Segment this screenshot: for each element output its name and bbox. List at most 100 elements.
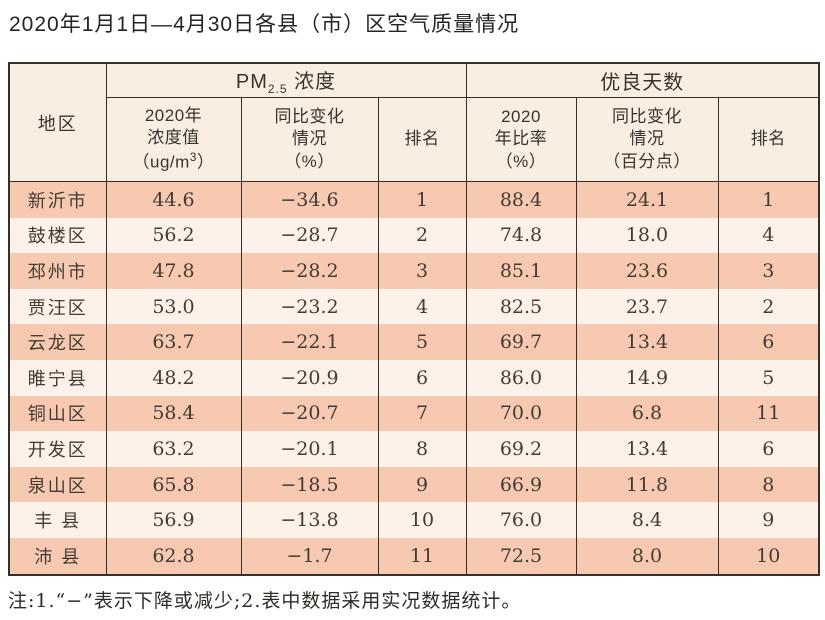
- good-ratio-cell: 69.7: [465, 324, 577, 360]
- pm-value-cell: 58.4: [105, 395, 242, 432]
- good-change-cell: 8.4: [575, 502, 719, 538]
- pm-value-cell: 44.6: [105, 181, 242, 218]
- pm-value-cell: 53.0: [105, 288, 242, 325]
- column-header-pm-value: 2020年 浓度值 （ug/m3）: [105, 97, 242, 182]
- pm-rank-cell: 9: [377, 466, 467, 503]
- pm-change-cell: −1.7: [240, 537, 379, 575]
- good-change-cell: 24.1: [575, 181, 719, 218]
- pm-rank-cell: 10: [377, 502, 467, 538]
- pm-change-cell: −23.2: [240, 288, 379, 325]
- good-change-header-line1: 同比变化: [612, 106, 682, 126]
- table-row: 开发区 63.2 −20.1 8 69.2 13.4 6: [8, 431, 820, 467]
- pm25-label-prefix: PM: [235, 71, 268, 93]
- column-header-pm-change: 同比变化 情况 （%）: [240, 97, 379, 182]
- pm-value-cell: 56.2: [105, 217, 242, 254]
- good-ratio-cell: 85.1: [465, 253, 577, 289]
- good-ratio-cell: 66.9: [465, 466, 577, 503]
- pm-value-cell: 48.2: [105, 359, 242, 396]
- pm-change-cell: −20.9: [240, 359, 379, 396]
- column-header-pm-rank: 排名: [377, 97, 467, 182]
- pm-change-cell: −20.7: [240, 395, 379, 432]
- pm-rank-cell: 7: [377, 395, 467, 432]
- region-cell: 沛 县: [8, 537, 107, 575]
- good-rank-cell: 10: [717, 537, 820, 575]
- region-cell: 铜山区: [8, 395, 107, 432]
- table-row: 泉山区 65.8 −18.5 9 66.9 11.8 8: [8, 466, 820, 503]
- region-cell: 鼓楼区: [8, 217, 107, 254]
- sub-header-row: 2020年 浓度值 （ug/m3） 同比变化 情况 （%） 排名 2020 年比…: [9, 97, 820, 182]
- pm-value-unit-superscript: 3: [189, 149, 197, 164]
- good-rank-cell: 5: [717, 359, 820, 396]
- pm-change-header-line1: 同比变化: [274, 106, 345, 126]
- pm-value-cell: 62.8: [105, 537, 242, 575]
- group-header-row: 地区 PM2.5 浓度 优良天数: [8, 62, 820, 182]
- pm-change-cell: −28.2: [240, 253, 379, 289]
- table-row: 云龙区 63.7 −22.1 5 69.7 13.4 6: [8, 324, 820, 360]
- table-row: 丰 县 56.9 −13.8 10 76.0 8.4 9: [8, 502, 820, 538]
- pm-change-cell: −34.6: [240, 181, 379, 218]
- pm-change-cell: −13.8: [240, 502, 379, 538]
- pm-rank-cell: 1: [377, 181, 467, 218]
- good-ratio-cell: 69.2: [465, 431, 577, 467]
- pm-rank-cell: 8: [377, 431, 467, 467]
- footnote: 注:1.“−”表示下降或减少;2.表中数据采用实况数据统计。: [8, 590, 522, 612]
- pm-value-header-line1: 2020年: [144, 106, 203, 126]
- pm-change-cell: −18.5: [240, 466, 379, 503]
- table-row: 睢宁县 48.2 −20.9 6 86.0 14.9 5: [8, 359, 820, 396]
- region-cell: 新沂市: [8, 181, 107, 218]
- table-row: 铜山区 58.4 −20.7 7 70.0 6.8 11: [8, 395, 820, 432]
- good-ratio-cell: 76.0: [465, 502, 577, 538]
- pm25-subscript: 2.5: [267, 82, 288, 96]
- pm-rank-cell: 5: [377, 324, 467, 360]
- pm-rank-cell: 3: [377, 253, 467, 289]
- pm-change-header-line2: 情况: [292, 129, 327, 149]
- page-title: 2020年1月1日—4月30日各县（市）区空气质量情况: [9, 13, 520, 36]
- pm-change-cell: −28.7: [240, 217, 379, 254]
- pm-value-header-line2: 浓度值: [147, 128, 200, 148]
- good-rank-cell: 4: [717, 217, 820, 254]
- table-row: 新沂市 44.6 −34.6 1 88.4 24.1 1: [8, 181, 820, 218]
- pm-rank-cell: 11: [377, 537, 467, 575]
- good-change-cell: 6.8: [575, 395, 719, 432]
- table-body: 新沂市 44.6 −34.6 1 88.4 24.1 1 鼓楼区 56.2 −2…: [8, 181, 820, 575]
- good-change-cell: 11.8: [575, 466, 719, 503]
- pm25-label-suffix: 浓度: [287, 71, 337, 93]
- column-header-good-change: 同比变化 情况 （百分点）: [575, 97, 719, 182]
- good-ratio-cell: 82.5: [465, 288, 577, 325]
- pm-change-cell: −22.1: [240, 324, 379, 360]
- pm-change-cell: −20.1: [240, 431, 379, 467]
- pm-value-cell: 65.8: [105, 466, 242, 503]
- group-header-good-days: 优良天数: [465, 62, 820, 98]
- good-ratio-header-line1: 2020: [501, 106, 541, 126]
- pm-value-cell: 63.7: [105, 324, 242, 360]
- region-cell: 邳州市: [8, 253, 107, 289]
- good-rank-cell: 6: [717, 431, 820, 467]
- good-change-cell: 13.4: [575, 431, 719, 467]
- region-cell: 开发区: [8, 431, 107, 467]
- good-ratio-cell: 70.0: [465, 395, 577, 432]
- good-rank-cell: 2: [717, 288, 820, 325]
- good-rank-cell: 6: [717, 324, 820, 360]
- table-row: 贾汪区 53.0 −23.2 4 82.5 23.7 2: [8, 288, 820, 325]
- good-change-cell: 23.7: [575, 288, 719, 325]
- table-row: 沛 县 62.8 −1.7 11 72.5 8.0 10: [8, 537, 820, 575]
- pm-rank-cell: 4: [377, 288, 467, 325]
- pm-value-unit-prefix: （ug/m: [132, 152, 190, 172]
- good-change-cell: 8.0: [575, 537, 719, 575]
- good-rank-cell: 11: [717, 395, 820, 432]
- table-header: 地区 PM2.5 浓度 优良天数 2020年 浓度值 （ug/m3） 同比变化 …: [8, 62, 820, 182]
- pm-rank-cell: 6: [377, 359, 467, 396]
- region-cell: 睢宁县: [8, 359, 107, 396]
- region-cell: 泉山区: [8, 466, 107, 503]
- good-change-cell: 14.9: [575, 359, 719, 396]
- good-rank-cell: 3: [717, 253, 820, 289]
- pm-value-cell: 56.9: [105, 502, 242, 538]
- good-ratio-cell: 74.8: [465, 217, 577, 254]
- pm-change-header-unit: （%）: [284, 151, 335, 171]
- column-header-region: 地区: [8, 62, 107, 182]
- good-ratio-header-line2: 年比率: [494, 129, 548, 149]
- pm-value-unit-suffix: ）: [196, 152, 215, 172]
- table-row: 鼓楼区 56.2 −28.7 2 74.8 18.0 4: [8, 217, 820, 254]
- column-header-good-ratio: 2020 年比率 （%）: [465, 97, 577, 182]
- good-change-cell: 18.0: [575, 217, 719, 254]
